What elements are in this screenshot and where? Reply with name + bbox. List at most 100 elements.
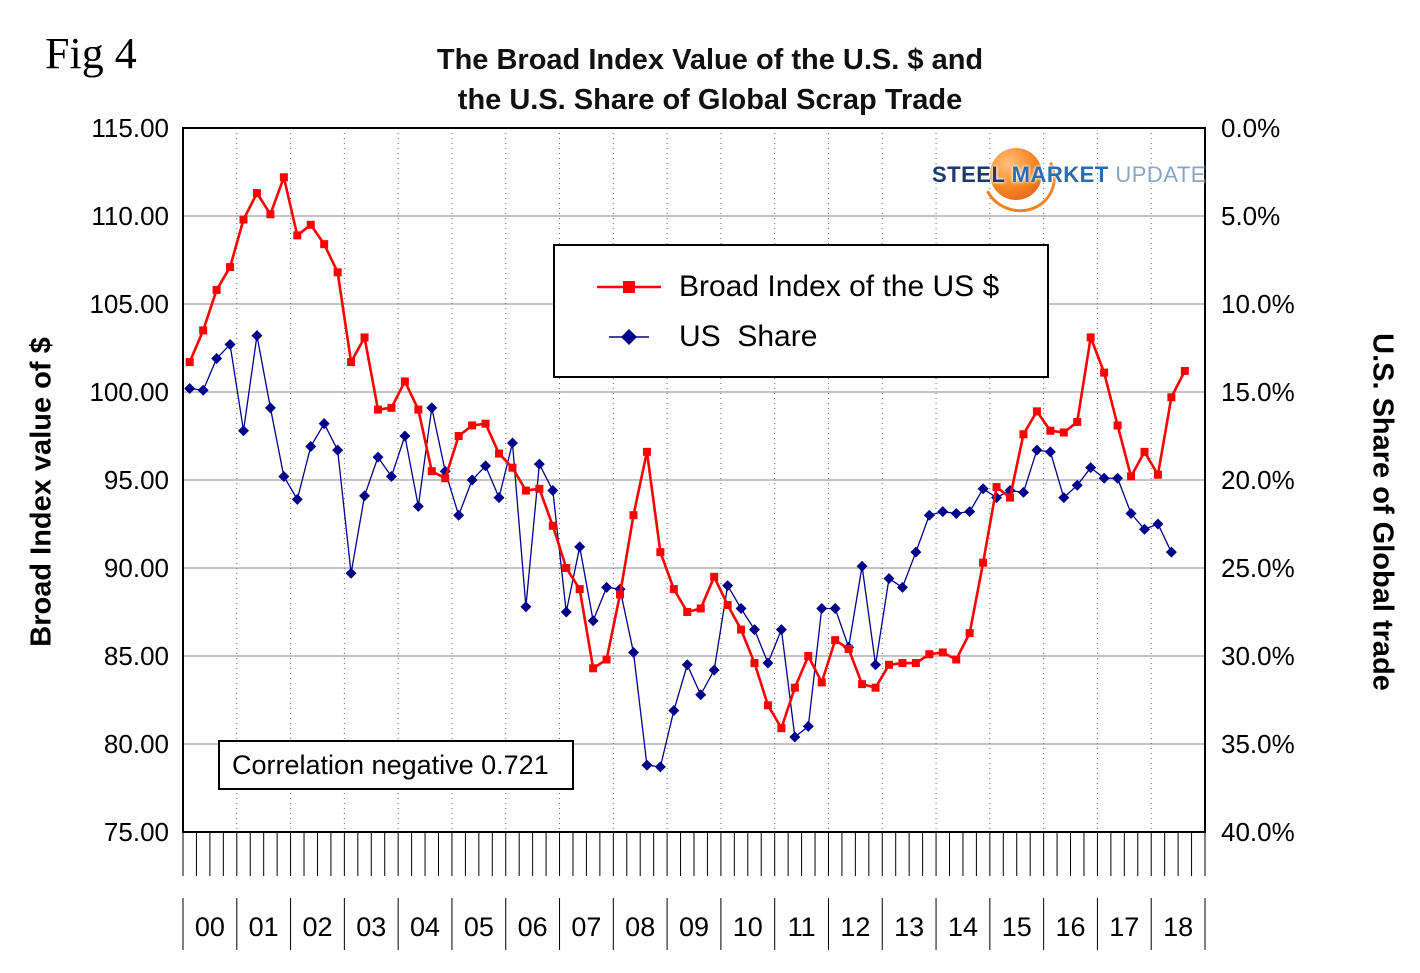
us-share-data-point <box>883 573 895 585</box>
us-share-data-point <box>735 602 747 614</box>
us-share-data-point <box>1044 446 1056 458</box>
broad-index-data-point <box>185 358 194 367</box>
us-share-data-point <box>211 353 223 365</box>
us-share-data-point <box>1165 546 1177 558</box>
broad-index-data-point <box>763 701 772 710</box>
broad-index-data-point <box>347 358 356 367</box>
broad-index-data-point <box>925 650 934 659</box>
broad-index-swatch-icon <box>597 281 661 293</box>
legend-label-broad-index: Broad Index of the US $ <box>679 270 1000 303</box>
us-share-data-point <box>829 602 841 614</box>
broad-index-data-point <box>602 655 611 664</box>
year-labels: 00 01 02 03 04 05 06 07 08 09 10 11 12 13 14 15 16 17 18 <box>195 912 1193 942</box>
us-share-data-point <box>1017 486 1029 498</box>
chart-title-line-2: the U.S. Share of Global Scrap Trade <box>457 84 963 116</box>
logo-wordmark: STEEL MARKET UPDATE <box>932 162 1205 188</box>
broad-index-data-point <box>427 467 436 476</box>
broad-index-data-point <box>871 683 880 692</box>
legend: Broad Index of the US $ US Share <box>553 244 1049 378</box>
broad-index-data-point <box>790 683 799 692</box>
us-share-data-point <box>506 437 518 449</box>
broad-index-data-point <box>710 572 719 581</box>
svg-text:0.0%: 0.0% <box>1221 113 1280 143</box>
logo-word-market: MARKET <box>1011 162 1109 187</box>
us-share-data-point <box>775 624 787 636</box>
svg-text:110.00: 110.00 <box>91 201 169 231</box>
broad-index-data-point <box>898 659 907 668</box>
broad-index-data-point <box>266 210 275 219</box>
broad-index-data-point <box>723 600 732 609</box>
broad-index-data-point <box>683 608 692 616</box>
us-share-data-point <box>896 581 908 593</box>
broad-index-data-point <box>562 564 571 572</box>
us-share-data-point <box>1125 507 1137 519</box>
broad-index-data-point <box>979 558 988 567</box>
broad-index-data-point <box>387 403 396 412</box>
us-share-data-point <box>385 470 397 482</box>
us-share-data-point <box>977 483 989 495</box>
broad-index-data-point <box>508 463 517 472</box>
svg-text:02: 02 <box>302 912 332 942</box>
us-share-data-point <box>466 474 478 486</box>
svg-text:09: 09 <box>679 912 709 942</box>
legend-item-broad-index: Broad Index of the US $ <box>555 262 1047 312</box>
us-share-data-point <box>856 560 868 572</box>
broad-index-data-point <box>199 326 208 335</box>
svg-text:85.00: 85.00 <box>104 641 169 671</box>
us-share-data-point <box>345 567 357 579</box>
svg-text:03: 03 <box>356 912 386 942</box>
svg-text:07: 07 <box>571 912 601 942</box>
broad-index-data-point <box>306 220 315 229</box>
logo-sphere-icon <box>990 148 1042 200</box>
us-share-data-point <box>251 330 263 342</box>
broad-index-data-point <box>1019 430 1028 439</box>
series-us-share <box>184 330 1177 773</box>
svg-text:05: 05 <box>464 912 494 942</box>
broad-index-data-point <box>992 483 1001 492</box>
chart-title-line-1: The Broad Index Value of the U.S. $ and <box>436 44 984 76</box>
broad-index-data-point <box>1153 470 1162 479</box>
broad-index-data-point <box>212 285 221 294</box>
x-axis-quarter-ticks <box>182 832 1206 876</box>
svg-text:5.0%: 5.0% <box>1221 201 1280 231</box>
svg-text:00: 00 <box>195 912 225 942</box>
broad-index-data-point <box>535 484 544 493</box>
us-share-data-point <box>318 418 330 430</box>
broad-index-data-point <box>1180 366 1189 375</box>
us-share-data-point <box>238 425 250 437</box>
us-share-data-point <box>1085 462 1097 474</box>
us-share-data-point <box>695 689 707 701</box>
broad-index-data-point <box>1100 368 1109 377</box>
broad-index-data-point <box>750 659 759 668</box>
svg-text:25.0%: 25.0% <box>1221 553 1295 583</box>
us-share-data-point <box>1098 472 1110 484</box>
broad-index-data-point <box>239 215 248 224</box>
svg-text:40.0%: 40.0% <box>1221 817 1295 847</box>
legend-label-us-share: US Share <box>679 320 818 353</box>
us-share-data-point <box>399 430 411 442</box>
svg-text:100.00: 100.00 <box>89 377 169 407</box>
broad-index-data-point <box>804 652 813 660</box>
broad-index-data-point <box>252 189 261 198</box>
broad-index-data-point <box>1086 333 1095 342</box>
us-share-data-point <box>950 507 962 519</box>
us-share-data-point <box>937 506 949 518</box>
broad-index-data-point <box>400 377 409 386</box>
broad-index-data-point <box>1046 426 1055 435</box>
us-share-data-point <box>1031 444 1043 456</box>
svg-text:20.0%: 20.0% <box>1221 465 1295 495</box>
us-share-data-point <box>870 659 882 671</box>
svg-text:16: 16 <box>1056 912 1086 942</box>
us-share-data-point <box>627 646 639 658</box>
broad-index-data-point <box>911 659 920 668</box>
us-share-data-point <box>668 705 680 717</box>
broad-index-data-point <box>1140 447 1149 456</box>
us-share-data-point <box>654 761 666 773</box>
svg-text:18: 18 <box>1163 912 1193 942</box>
us-share-data-point <box>453 509 465 521</box>
us-share-data-point <box>816 602 828 614</box>
broad-index-data-point <box>521 486 530 495</box>
us-share-data-point <box>587 615 599 627</box>
us-share-data-point <box>749 624 761 636</box>
us-share-data-point <box>480 460 492 472</box>
